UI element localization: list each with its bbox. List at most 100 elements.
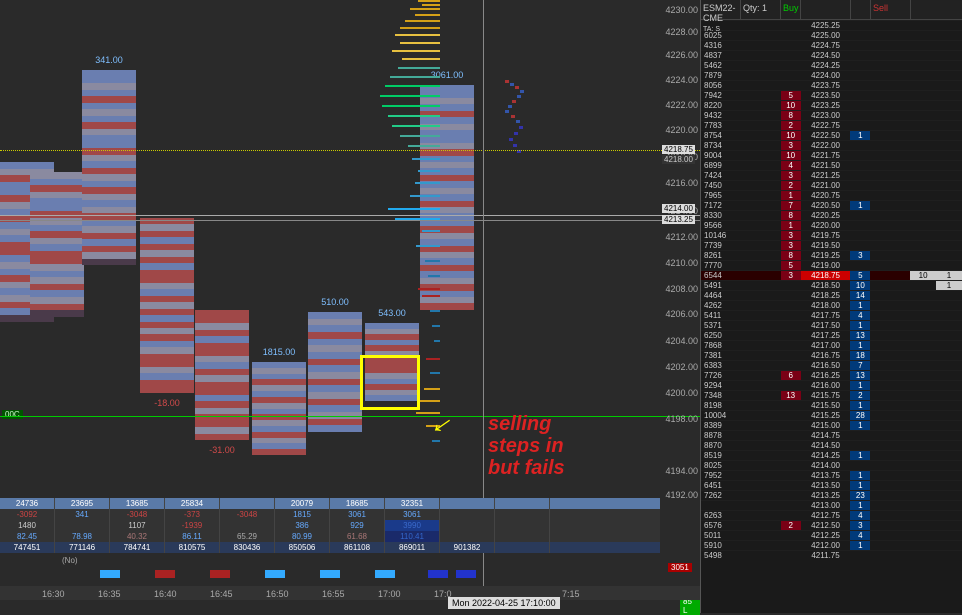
dom-row[interactable]: 80564223.75 bbox=[701, 80, 962, 90]
dom-row[interactable]: 1014634219.75 bbox=[701, 230, 962, 240]
dom-bid-col[interactable] bbox=[741, 101, 781, 110]
dom-row[interactable]: 79524213.751 bbox=[701, 470, 962, 480]
dom-row[interactable]: 88704214.50 bbox=[701, 440, 962, 450]
dom-ask-col[interactable] bbox=[870, 531, 910, 540]
dom-row[interactable]: 9004104221.75 bbox=[701, 150, 962, 160]
dom-ask-col[interactable] bbox=[870, 271, 910, 280]
dom-bid-col[interactable] bbox=[741, 351, 781, 360]
dom-ask-col[interactable] bbox=[870, 351, 910, 360]
dom-bid-col[interactable] bbox=[741, 311, 781, 320]
dom-row[interactable]: 956614220.00 bbox=[701, 220, 962, 230]
dom-row[interactable]: 943284223.00 bbox=[701, 110, 962, 120]
dom-ask-col[interactable] bbox=[870, 421, 910, 430]
dom-ask-col[interactable] bbox=[870, 251, 910, 260]
dom-bid-col[interactable] bbox=[741, 211, 781, 220]
dom-ask-col[interactable] bbox=[870, 231, 910, 240]
dom-row[interactable]: 48374224.50 bbox=[701, 50, 962, 60]
dom-row[interactable]: 60254225.00 bbox=[701, 30, 962, 40]
dom-ask-col[interactable] bbox=[870, 341, 910, 350]
dom-bid-col[interactable] bbox=[741, 371, 781, 380]
dom-bid-col[interactable] bbox=[741, 51, 781, 60]
dom-ask-col[interactable] bbox=[870, 521, 910, 530]
dom-bid-col[interactable] bbox=[741, 331, 781, 340]
dom-row[interactable]: 654434218.755101 bbox=[701, 270, 962, 280]
dom-row[interactable]: 796514220.75 bbox=[701, 190, 962, 200]
dom-ask-col[interactable] bbox=[870, 541, 910, 550]
dom-ask-col[interactable] bbox=[870, 331, 910, 340]
dom-bid-col[interactable] bbox=[741, 161, 781, 170]
dom-row[interactable]: 78794224.00 bbox=[701, 70, 962, 80]
dom-row[interactable]: 50114212.254 bbox=[701, 530, 962, 540]
dom-ask-col[interactable] bbox=[870, 61, 910, 70]
buy-button[interactable]: Buy bbox=[781, 0, 801, 19]
footprint-candle[interactable]: 510.00 bbox=[308, 312, 362, 432]
dom-row[interactable]: 873434222.00 bbox=[701, 140, 962, 150]
dom-row[interactable]: 80254214.00 bbox=[701, 460, 962, 470]
dom-ask-col[interactable] bbox=[870, 381, 910, 390]
dom-row[interactable]: 826184219.253 bbox=[701, 250, 962, 260]
dom-bid-col[interactable] bbox=[741, 381, 781, 390]
dom-bid-col[interactable] bbox=[741, 231, 781, 240]
dom-bid-col[interactable] bbox=[741, 291, 781, 300]
dom-bid-col[interactable] bbox=[741, 131, 781, 140]
dom-bid-col[interactable] bbox=[741, 121, 781, 130]
dom-bid-col[interactable] bbox=[741, 31, 781, 40]
dom-ask-col[interactable] bbox=[870, 211, 910, 220]
dom-row[interactable]: 4225.25 bbox=[701, 20, 962, 30]
dom-bid-col[interactable] bbox=[741, 251, 781, 260]
dom-ask-col[interactable] bbox=[870, 71, 910, 80]
dom-bid-col[interactable] bbox=[741, 111, 781, 120]
dom-row[interactable]: 778324222.75 bbox=[701, 120, 962, 130]
dom-bid-col[interactable] bbox=[741, 271, 781, 280]
dom-row[interactable]: 717274220.501 bbox=[701, 200, 962, 210]
dom-row[interactable]: 657624212.503 bbox=[701, 520, 962, 530]
dom-row[interactable]: 92944216.001 bbox=[701, 380, 962, 390]
dom-row[interactable]: 62504217.2513 bbox=[701, 330, 962, 340]
dom-bid-col[interactable] bbox=[741, 41, 781, 50]
dom-bid-col[interactable] bbox=[741, 491, 781, 500]
dom-row[interactable]: 73814216.7518 bbox=[701, 350, 962, 360]
dom-bid-col[interactable] bbox=[741, 91, 781, 100]
dom-row[interactable]: 43164224.75 bbox=[701, 40, 962, 50]
dom-ask-col[interactable] bbox=[870, 201, 910, 210]
dom-ask-col[interactable] bbox=[870, 361, 910, 370]
dom-ask-col[interactable] bbox=[870, 111, 910, 120]
dom-ask-col[interactable] bbox=[870, 41, 910, 50]
dom-ask-col[interactable] bbox=[870, 151, 910, 160]
dom-ask-col[interactable] bbox=[870, 51, 910, 60]
dom-bid-col[interactable] bbox=[741, 441, 781, 450]
dom-bid-col[interactable] bbox=[741, 281, 781, 290]
dom-ask-col[interactable] bbox=[870, 161, 910, 170]
dom-ask-col[interactable] bbox=[870, 31, 910, 40]
dom-row[interactable]: 72624213.2523 bbox=[701, 490, 962, 500]
footprint-candle[interactable]: 1815.00 bbox=[252, 362, 306, 455]
dom-row[interactable]: 772664216.2513 bbox=[701, 370, 962, 380]
dom-bid-col[interactable] bbox=[741, 201, 781, 210]
dom-ask-col[interactable] bbox=[870, 21, 910, 30]
dom-bid-col[interactable] bbox=[741, 261, 781, 270]
dom-row[interactable]: 53714217.501 bbox=[701, 320, 962, 330]
dom-bid-col[interactable] bbox=[741, 501, 781, 510]
dom-bid-col[interactable] bbox=[741, 391, 781, 400]
dom-row[interactable]: 777054219.00 bbox=[701, 260, 962, 270]
dom-bid-col[interactable] bbox=[741, 401, 781, 410]
dom-bid-col[interactable] bbox=[741, 181, 781, 190]
dom-row[interactable]: 59104212.001 bbox=[701, 540, 962, 550]
dom-row[interactable]: 62634212.754 bbox=[701, 510, 962, 520]
dom-row[interactable]: 78684217.001 bbox=[701, 340, 962, 350]
dom-ask-col[interactable] bbox=[870, 81, 910, 90]
dom-ask-col[interactable] bbox=[870, 171, 910, 180]
sell-button[interactable]: Sell bbox=[871, 0, 911, 19]
dom-ask-col[interactable] bbox=[870, 291, 910, 300]
dom-ask-col[interactable] bbox=[870, 451, 910, 460]
dom-ask-col[interactable] bbox=[870, 241, 910, 250]
dom-bid-col[interactable] bbox=[741, 221, 781, 230]
dom-row[interactable]: 745024221.00 bbox=[701, 180, 962, 190]
dom-ask-col[interactable] bbox=[870, 511, 910, 520]
dom-bid-col[interactable] bbox=[741, 341, 781, 350]
dom-bid-col[interactable] bbox=[741, 421, 781, 430]
dom-ask-col[interactable] bbox=[870, 491, 910, 500]
dom-bid-col[interactable] bbox=[741, 521, 781, 530]
dom-bid-col[interactable] bbox=[741, 511, 781, 520]
dom-bid-col[interactable] bbox=[741, 21, 781, 30]
